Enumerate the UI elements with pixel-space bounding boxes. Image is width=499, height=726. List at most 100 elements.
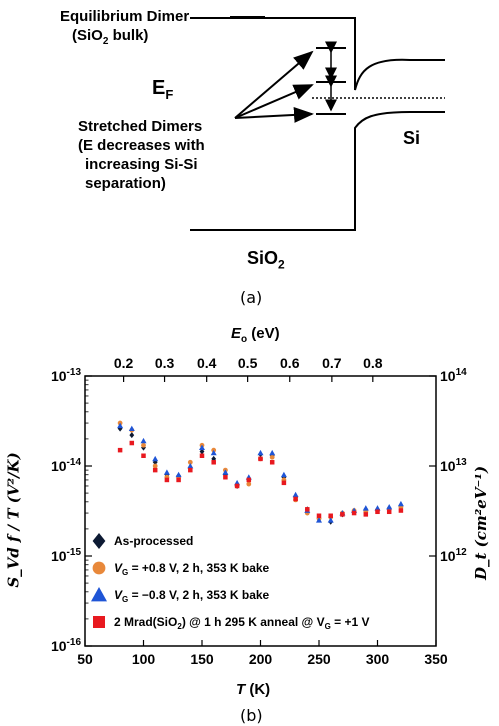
data-point-series-3 <box>281 480 287 486</box>
stretched-label-line1: Stretched Dimers <box>78 118 203 135</box>
legend-label-0: As-processed <box>114 534 193 548</box>
top-axis-label: Eo (eV) <box>231 325 280 345</box>
data-point-series-2 <box>280 471 287 478</box>
y-tick-label: 10-15 <box>51 547 81 564</box>
pointer-arrow-upper <box>234 50 314 119</box>
data-point-series-3 <box>340 512 345 517</box>
x-tick-label: 250 <box>307 651 331 667</box>
x-tick-label: 200 <box>249 651 273 667</box>
data-point-series-3 <box>375 509 380 515</box>
legend-label-3: 2 Mrad(SiO2) @ 1 h 295 K anneal @ VG = +… <box>114 615 370 631</box>
conduction-band-edge <box>190 17 445 91</box>
plot-frame <box>84 375 437 647</box>
top-tick-label: 0.3 <box>155 355 175 371</box>
data-point-series-3 <box>386 509 392 515</box>
data-point-series-3 <box>258 456 263 462</box>
data-point-series-3 <box>164 477 170 483</box>
y2-tick-label: 1012 <box>440 547 467 564</box>
pointer-arrow-mid <box>234 84 314 119</box>
legend-marker-3 <box>93 616 105 628</box>
data-point-series-1 <box>246 481 252 487</box>
stretched-label-line4: separation) <box>85 175 166 192</box>
right-axis-label: D_t (cm²eV⁻¹) <box>472 465 491 581</box>
data-point-series-2 <box>210 449 217 456</box>
data-point-series-3 <box>117 447 123 453</box>
data-point-series-3 <box>246 477 252 483</box>
top-tick-label: 0.5 <box>238 355 258 371</box>
data-point-series-3 <box>223 474 228 480</box>
fermi-label: EF <box>152 77 174 102</box>
data-point-series-2 <box>175 471 182 478</box>
data-point-series-2 <box>374 505 381 511</box>
data-point-series-2 <box>117 422 124 429</box>
data-point-series-2 <box>128 425 135 432</box>
y2-tick-label: 1013 <box>440 457 467 474</box>
data-point-series-3 <box>293 496 298 502</box>
bottom-axis-label: T (K) <box>236 681 271 698</box>
data-point-series-2 <box>386 504 393 510</box>
top-tick-label: 0.7 <box>322 355 342 371</box>
data-point-series-0 <box>129 432 135 439</box>
top-tick-label: 0.2 <box>114 355 134 371</box>
data-point-series-1 <box>187 459 193 465</box>
data-point-series-3 <box>269 460 275 465</box>
si-label: Si <box>403 128 421 148</box>
x-tick-label: 350 <box>424 651 448 667</box>
y-tick-label: 10-13 <box>51 367 81 384</box>
data-point-series-3 <box>141 453 146 458</box>
y2-tick-label: 1014 <box>440 367 467 384</box>
data-point-series-2 <box>327 517 334 523</box>
data-point-series-3 <box>234 483 240 489</box>
data-point-series-3 <box>188 467 193 473</box>
legend-marker-1 <box>92 561 106 575</box>
stretched-label-line2: (E decreases with <box>78 137 205 154</box>
band-diagram-lines <box>190 16 445 231</box>
legend-marker-0 <box>92 533 106 549</box>
data-point-series-2 <box>269 449 276 456</box>
data-point-series-0 <box>117 425 123 432</box>
data-point-series-3 <box>398 508 404 513</box>
data-point-series-2 <box>362 505 369 511</box>
top-tick-label: 0.4 <box>197 355 217 371</box>
legend-marker-2 <box>91 587 107 602</box>
legend-label-2: VG = −0.8 V, 2 h, 353 K bake <box>114 588 270 604</box>
x-tick-label: 150 <box>190 651 214 667</box>
data-point-series-2 <box>140 437 147 444</box>
data-point-series-2 <box>257 449 264 456</box>
equilibrium-label-line1: Equilibrium Dimer <box>60 8 190 25</box>
data-point-series-1 <box>141 442 146 448</box>
left-axis-label: S_Vd f / T (V²/K) <box>4 452 23 588</box>
y-tick-label: 10-16 <box>51 637 81 654</box>
data-point-series-3 <box>305 507 310 512</box>
data-point-series-2 <box>222 469 229 475</box>
data-point-series-3 <box>152 467 158 473</box>
data-point-series-3 <box>129 440 135 446</box>
caption-b: (b) <box>240 706 263 725</box>
data-point-series-2 <box>397 500 404 507</box>
data-point-series-3 <box>211 460 216 465</box>
sio2-label: SiO2 <box>247 248 285 272</box>
top-tick-label: 0.8 <box>363 355 383 371</box>
caption-a: (a) <box>240 288 263 307</box>
data-point-series-2 <box>152 455 159 462</box>
pointer-arrow-lower <box>234 106 314 123</box>
legend-label-1: VG = +0.8 V, 2 h, 353 K bake <box>114 561 270 577</box>
data-point-series-2 <box>163 469 170 475</box>
data-point-series-2 <box>292 491 299 498</box>
data-point-series-3 <box>316 513 322 519</box>
valence-band-edge <box>190 111 445 231</box>
data-point-series-3 <box>176 477 181 483</box>
data-point-series-1 <box>152 463 158 469</box>
data-point-series-3 <box>328 513 333 519</box>
equilibrium-label-line2: (SiO2 bulk) <box>72 27 149 47</box>
data-point-series-1 <box>269 454 275 460</box>
y-tick-label: 10-14 <box>51 457 81 474</box>
data-point-series-3 <box>199 453 205 458</box>
top-tick-label: 0.6 <box>280 355 300 371</box>
stretched-label-line3: increasing Si-Si <box>85 156 198 173</box>
data-point-series-2 <box>199 444 205 451</box>
x-tick-label: 100 <box>132 651 156 667</box>
data-point-series-2 <box>187 463 194 469</box>
x-tick-label: 50 <box>77 651 93 667</box>
